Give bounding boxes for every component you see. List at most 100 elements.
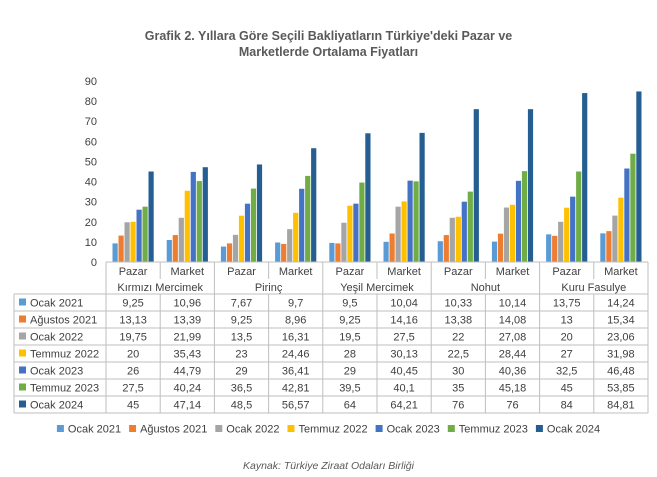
bar (636, 91, 642, 262)
legend: Ocak 2021 Ağustos 2021 Ocak 2022 Temmuz 202… (56, 424, 600, 436)
bar (244, 203, 251, 262)
table-cell-value: 40,36 (499, 366, 527, 378)
bar (612, 215, 618, 262)
category-label: Market (604, 266, 638, 278)
row-legend-key (19, 332, 26, 340)
bar (118, 235, 124, 262)
row-legend-key (19, 315, 26, 323)
table-cell-value: 32,5 (556, 366, 577, 378)
bar (365, 133, 371, 262)
table-cell-value: 9,25 (339, 315, 360, 327)
legend-key (447, 425, 455, 432)
bar (238, 215, 245, 262)
bar (558, 221, 564, 262)
table-cell-value: 14,08 (499, 315, 527, 327)
bar (521, 171, 528, 262)
chart-title-line-1: Grafik 2. Yıllara Göre Seçili Bakliyatla… (144, 29, 513, 43)
table-cell-value: 40,1 (393, 383, 414, 395)
table-cell-value: 27,5 (122, 383, 143, 395)
table-cell-value: 56,57 (282, 400, 310, 412)
bar (347, 205, 353, 262)
table-cell-value: 53,85 (607, 383, 635, 395)
bar (341, 222, 347, 262)
y-tick-label: 70 (85, 116, 97, 128)
table-cell-value: 84 (561, 400, 573, 412)
bar (256, 164, 263, 262)
bar (136, 209, 142, 262)
group-label: Yeşil Mercimek (340, 282, 414, 294)
table-cell-value: 19,75 (119, 332, 147, 344)
bar (232, 234, 239, 262)
bar (491, 241, 498, 262)
table-cell-value: 13,39 (174, 315, 202, 327)
bar (546, 234, 552, 262)
table-cell-value: 31,98 (607, 349, 635, 361)
bar (226, 243, 233, 262)
bar (552, 235, 558, 262)
table-cell-value: 46,48 (607, 366, 635, 378)
y-tick-label: 90 (85, 76, 97, 88)
table-cell-value: 23 (235, 349, 247, 361)
table-cell-value: 30,13 (390, 349, 418, 361)
y-tick-label: 80 (85, 96, 97, 108)
bar (148, 171, 154, 262)
bar (124, 222, 130, 262)
table-cell-value: 29 (344, 366, 356, 378)
category-label: Pazar (119, 266, 148, 278)
table-cell-value: 30 (452, 366, 464, 378)
bar (130, 221, 136, 262)
bar (112, 243, 118, 262)
bar (570, 196, 576, 262)
bar (178, 217, 184, 262)
table-cell-value: 44,79 (174, 366, 202, 378)
table-cell-value: 14,24 (607, 298, 635, 310)
group-label: Pirinç (255, 282, 283, 294)
bar (389, 233, 395, 262)
table-cell-value: 45 (561, 383, 573, 395)
category-label: Pazar (336, 266, 365, 278)
bar (293, 212, 299, 262)
table-cell-value: 36,5 (231, 383, 252, 395)
legend-item: Ocak 2022 (215, 424, 280, 436)
y-tick-label: 10 (85, 237, 97, 249)
y-axis: 0 10 20 30 40 50 60 70 80 90 (85, 76, 97, 269)
table-cell-value: 40,45 (390, 366, 418, 378)
table-cell-value: 7,67 (231, 298, 252, 310)
bar (166, 239, 172, 262)
y-tick-label: 60 (85, 136, 97, 148)
legend-item: Ocak 2021 (56, 424, 121, 436)
y-tick-label: 30 (85, 197, 97, 209)
bars (112, 91, 642, 262)
bar (250, 188, 257, 262)
bar (353, 203, 359, 262)
table-cell-value: 45 (127, 400, 139, 412)
table-cell-value: 27,5 (393, 332, 414, 344)
row-legend-key (19, 383, 26, 391)
bar (190, 171, 196, 262)
legend-label: Ağustos 2021 (140, 424, 207, 436)
table-cell-value: 29 (235, 366, 247, 378)
bar (329, 242, 335, 262)
table-cell-value: 20 (127, 349, 139, 361)
legend-item: Temmuz 2023 (447, 424, 528, 436)
table-cell-value: 21,99 (174, 332, 202, 344)
table-cell-value: 35 (452, 383, 464, 395)
row-legend-key (19, 366, 26, 374)
bar (359, 182, 365, 262)
bar (202, 167, 208, 262)
bar (455, 216, 461, 262)
row-legend-key (19, 298, 26, 306)
table-cell-value: 24,46 (282, 349, 310, 361)
table-cell-value: 13,38 (445, 315, 473, 327)
row-series-label: Ocak 2023 (30, 366, 83, 378)
legend-label: Temmuz 2022 (299, 424, 368, 436)
legend-key (287, 425, 295, 432)
bar (172, 235, 178, 262)
source-note: Kaynak: Türkiye Ziraat Odaları Birliği (243, 460, 414, 472)
bar (275, 242, 281, 262)
data-table: Pazar Market Pazar Market Pazar Market Pazar Ma… (13, 261, 649, 414)
legend-item: Ağustos 2021 (129, 424, 207, 436)
bar (335, 243, 341, 262)
bar (299, 188, 305, 262)
table-cell-value: 9,5 (342, 298, 357, 310)
